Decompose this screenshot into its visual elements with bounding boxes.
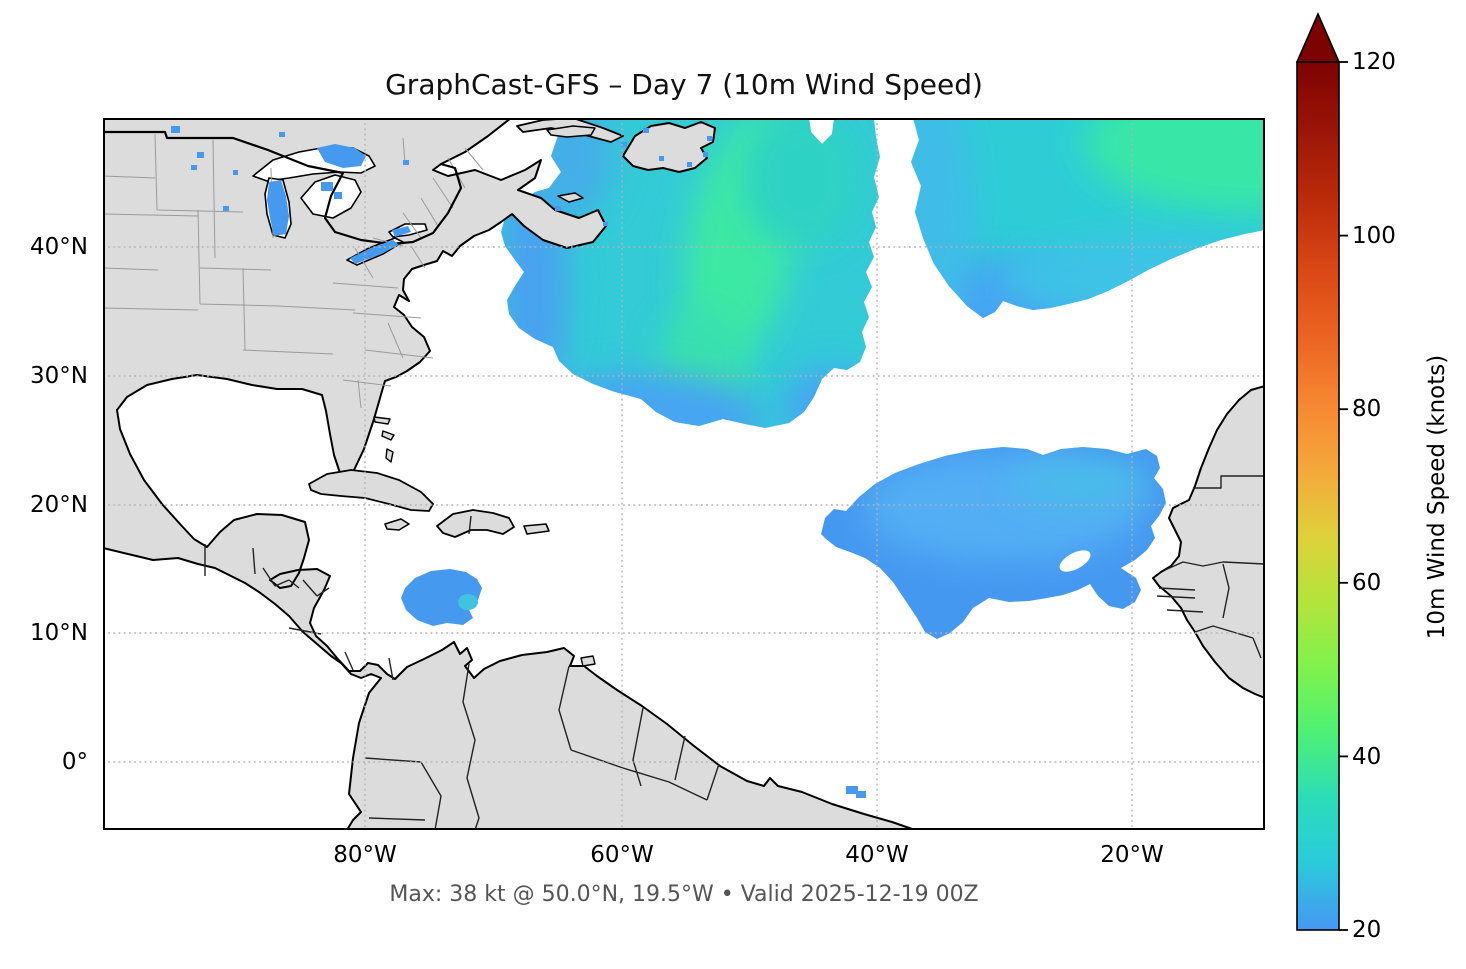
island-trinidad xyxy=(580,655,596,667)
plot-frame xyxy=(103,118,1265,830)
x-tick-60w: 60°W xyxy=(590,842,654,868)
island-hispaniola xyxy=(436,509,515,538)
x-tick-20w: 20°W xyxy=(1100,842,1164,868)
colorbar-tick-label-60: 60 xyxy=(1352,570,1382,596)
colorbar-tick-label-20: 20 xyxy=(1352,917,1382,943)
country-borders xyxy=(204,475,1266,831)
x-tick-80w: 80°W xyxy=(333,842,397,868)
y-tick-40n: 40°N xyxy=(30,234,88,260)
landmasses xyxy=(102,117,1266,831)
colorbar-tick-label-80: 80 xyxy=(1352,396,1382,422)
footer-caption: Max: 38 kt @ 50.0°N, 19.5°W • Valid 2025… xyxy=(389,882,979,907)
y-tick-20n: 20°N xyxy=(30,492,88,518)
colorbar-tick-label-120: 120 xyxy=(1352,49,1396,75)
us-canada-border xyxy=(103,130,463,246)
central-america-borders xyxy=(204,544,394,681)
island-anticosti xyxy=(546,125,596,138)
colorbar-ticks xyxy=(1339,61,1348,931)
island-cuba xyxy=(308,469,434,512)
map-canvas xyxy=(102,117,1266,831)
hispaniola-border xyxy=(468,515,472,535)
island-pei xyxy=(557,192,584,203)
wind-specks xyxy=(171,126,866,798)
island-puerto-rico xyxy=(523,523,550,535)
colorbar-axis-label: 10m Wind Speed (knots) xyxy=(1424,354,1450,640)
trade-wind-hole xyxy=(1059,550,1091,572)
colorbar-arrow xyxy=(1295,12,1341,63)
y-tick-30n: 30°N xyxy=(30,363,88,389)
figure-title: GraphCast-GFS – Day 7 (10m Wind Speed) xyxy=(385,68,983,101)
y-tick-0: 0° xyxy=(61,749,88,775)
landmass-africa xyxy=(1152,385,1266,699)
state-borders xyxy=(102,133,484,409)
island-newfoundland xyxy=(622,121,716,173)
x-tick-40w: 40°W xyxy=(845,842,909,868)
africa-borders xyxy=(1156,475,1266,659)
colorbar-tick-label-40: 40 xyxy=(1352,744,1382,770)
landmass-americas xyxy=(102,117,916,831)
colorbar-tick-label-100: 100 xyxy=(1352,223,1396,249)
wind-region-venezuela-coast xyxy=(401,569,482,626)
south-america-borders xyxy=(364,663,720,831)
island-jamaica xyxy=(384,518,410,531)
islands-bahamas xyxy=(373,416,395,463)
colorbar xyxy=(1295,12,1348,931)
map-plot xyxy=(102,117,1266,831)
y-tick-10n: 10°N xyxy=(30,620,88,646)
colorbar-gradient xyxy=(1296,61,1340,931)
